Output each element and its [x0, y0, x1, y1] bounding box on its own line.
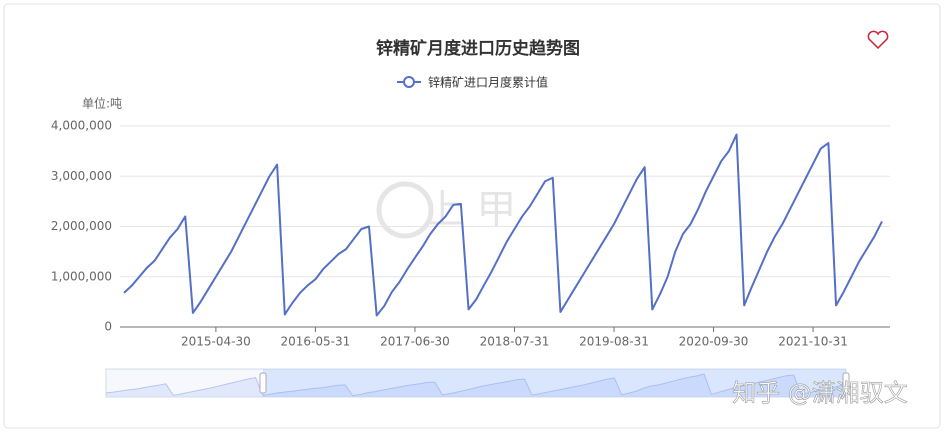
x-tick-label: 2018-07-31 [480, 335, 550, 349]
logo-watermark: 上 甲 [376, 181, 517, 239]
y-tick-label: 3,000,000 [51, 169, 112, 183]
x-tick-label: 2016-05-31 [281, 335, 351, 349]
y-tick-label: 2,000,000 [51, 219, 112, 233]
y-tick-label: 1,000,000 [51, 269, 112, 283]
card [3, 3, 941, 429]
x-tick-label: 2019-08-31 [579, 335, 649, 349]
legend-label: 锌精矿进口月度累计值 [428, 75, 548, 90]
watermark: 知乎 @潇湘驭文 [732, 379, 908, 407]
series-line [123, 133, 883, 317]
x-tick-label: 2015-04-30 [181, 335, 251, 349]
favorite-icon[interactable] [867, 30, 889, 50]
zoom-preview-line [105, 373, 847, 397]
y-tick-label: 0 [104, 320, 112, 334]
chart-title: 锌精矿月度进口历史趋势图 [376, 38, 580, 59]
zoom-handle[interactable] [842, 372, 850, 394]
legend-marker [403, 76, 415, 88]
svg-text:上 甲: 上 甲 [424, 187, 517, 233]
zoom-preview-area [106, 374, 846, 397]
y-unit-label: 单位:吨 [82, 96, 122, 111]
zoom-selection [263, 369, 846, 397]
x-tick-label: 2017-06-30 [380, 335, 450, 349]
x-tick-label: 2021-10-31 [778, 335, 848, 349]
x-tick-label: 2020-09-30 [679, 335, 749, 349]
zoom-handle[interactable] [259, 372, 267, 394]
y-tick-label: 4,000,000 [51, 119, 112, 133]
